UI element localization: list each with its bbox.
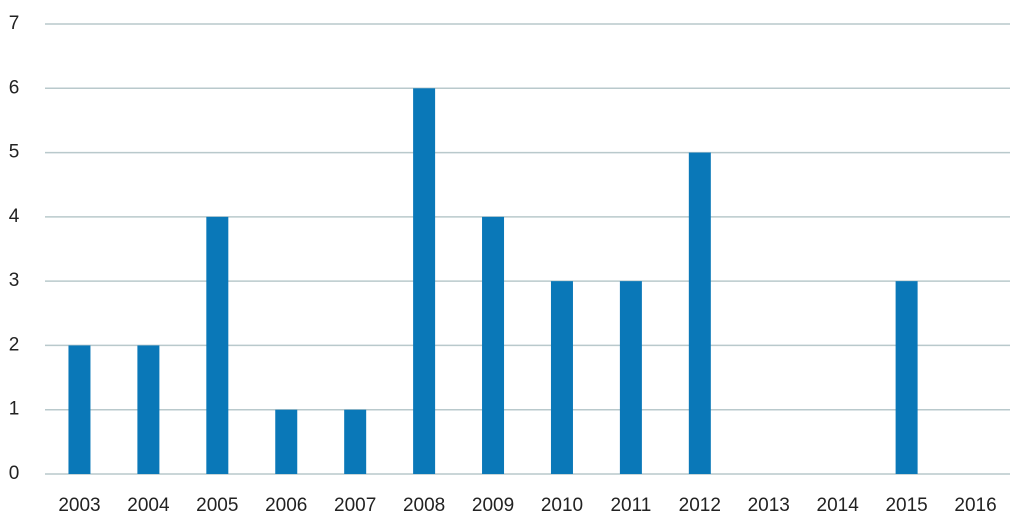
y-tick-label: 2 [9,334,20,355]
bar [275,409,298,474]
y-tick-label: 4 [9,206,20,227]
bar [344,409,367,474]
y-tick-label: 6 [9,77,20,98]
bar [413,88,436,475]
bar [482,216,505,474]
x-tick-label: 2015 [885,495,927,516]
x-tick-label: 2010 [541,495,583,516]
x-tick-label: 2013 [748,495,790,516]
y-tick-label: 3 [9,270,20,291]
x-tick-label: 2009 [472,495,514,516]
bar [68,345,91,474]
bar [688,152,711,475]
y-tick-label: 0 [9,463,20,484]
bar [895,281,918,474]
bar [550,281,573,474]
x-tick-label: 2005 [196,495,238,516]
y-tick-label: 7 [9,13,20,34]
bar [619,281,642,474]
x-tick-label: 2006 [265,495,307,516]
x-tick-label: 2012 [679,495,721,516]
x-tick-label: 2011 [610,495,651,516]
x-tick-label: 2014 [817,495,860,516]
x-tick-label: 2008 [403,495,445,516]
y-tick-label: 1 [9,399,20,420]
bar [206,216,229,474]
x-tick-label: 2003 [58,495,100,516]
x-tick-label: 2004 [127,495,170,516]
bar [137,345,160,474]
x-tick-label: 2007 [334,495,376,516]
y-tick-label: 5 [9,142,20,163]
x-tick-label: 2016 [954,495,996,516]
